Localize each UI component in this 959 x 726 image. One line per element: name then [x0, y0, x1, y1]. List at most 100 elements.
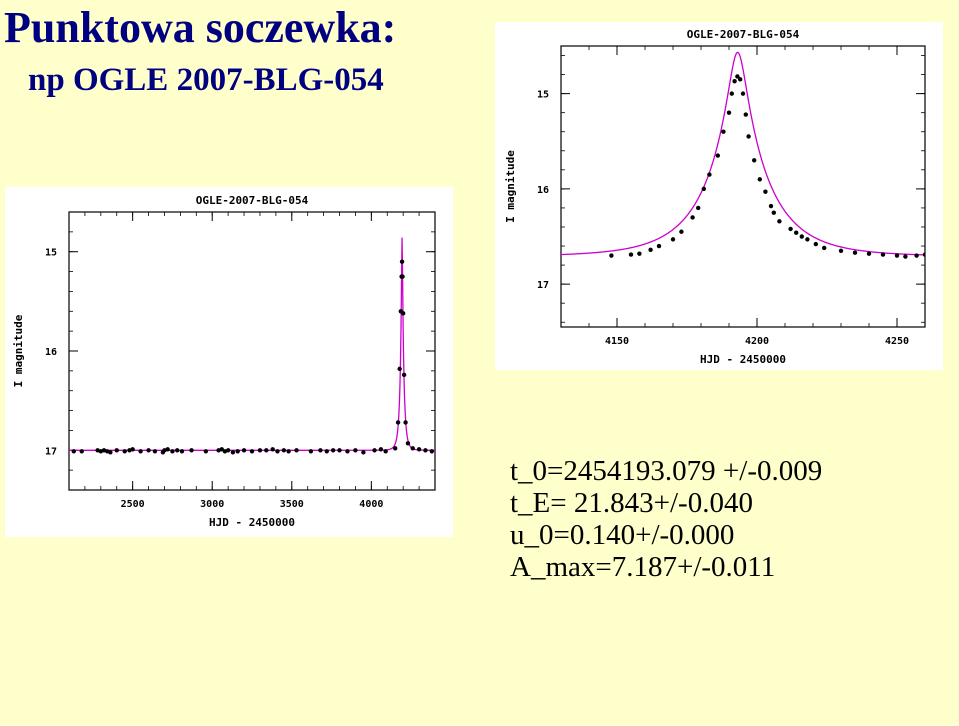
- model-curve: [561, 51, 925, 256]
- data-point: [822, 245, 827, 251]
- param-u0: u_0=0.140+/-0.000: [510, 519, 735, 551]
- data-point: [794, 230, 799, 235]
- data-point: [721, 129, 726, 134]
- data-point: [345, 449, 350, 454]
- data-point: [281, 448, 287, 453]
- data-point: [353, 448, 358, 453]
- data-point: [230, 450, 236, 455]
- param-amax: A_max=7.187+/-0.011: [510, 551, 776, 583]
- lightcurve-zoom-svg: OGLE-2007-BLG-054 4150 4200 4250 15 16 17 HJD -…: [504, 28, 926, 366]
- data-point: [361, 450, 366, 455]
- data-point: [175, 448, 180, 453]
- data-point: [397, 366, 402, 372]
- data-point: [235, 449, 240, 454]
- data-point: [763, 189, 768, 194]
- data-point: [249, 449, 255, 454]
- data-point: [757, 177, 762, 182]
- data-point: [405, 441, 411, 446]
- data-point: [637, 251, 642, 256]
- data-point: [788, 226, 793, 232]
- data-point: [324, 449, 329, 454]
- y-axis-label: I magnitude: [12, 314, 25, 387]
- data-point: [628, 252, 634, 257]
- data-point: [308, 449, 314, 454]
- data-point: [330, 448, 336, 453]
- data-point: [138, 449, 143, 454]
- data-point: [735, 74, 740, 79]
- data-point: [771, 210, 776, 215]
- chart-title: OGLE-2007-BLG-054: [196, 194, 309, 207]
- data-point: [679, 229, 684, 234]
- data-point: [701, 186, 706, 192]
- x-tick-label: 4250: [885, 336, 909, 347]
- data-point: [903, 254, 908, 259]
- data-point: [400, 274, 405, 279]
- data-point: [732, 79, 737, 84]
- data-point: [122, 449, 127, 454]
- data-point: [318, 448, 323, 453]
- data-point: [114, 448, 119, 453]
- y-tick-label: 17: [537, 280, 549, 291]
- data-point: [799, 234, 804, 239]
- data-point: [914, 253, 919, 258]
- data-point: [805, 237, 810, 242]
- y-tick-label: 16: [537, 185, 549, 196]
- x-axis-label: HJD - 2450000: [209, 516, 295, 529]
- data-point: [416, 447, 422, 452]
- data-point: [71, 449, 76, 454]
- data-point: [264, 448, 269, 453]
- data-point: [894, 253, 900, 258]
- data-point: [294, 448, 299, 453]
- x-tick-label: 3500: [280, 499, 304, 510]
- data-point: [746, 134, 751, 139]
- data-point: [383, 449, 388, 454]
- data-point: [275, 449, 280, 454]
- y-tick-label: 15: [537, 90, 549, 101]
- data-point: [270, 447, 275, 452]
- data-point: [922, 252, 925, 257]
- data-point: [170, 449, 175, 454]
- slide-subtitle: np OGLE 2007-BLG-054: [28, 62, 384, 98]
- x-tick-label: 3000: [200, 499, 224, 510]
- data-point: [880, 252, 886, 257]
- data-point: [715, 153, 720, 158]
- x-tick-label: 2500: [121, 499, 145, 510]
- data-point: [670, 237, 676, 242]
- data-point: [729, 91, 734, 96]
- data-point: [423, 448, 428, 453]
- y-tick-label: 15: [45, 248, 57, 259]
- data-point: [337, 448, 342, 453]
- x-tick-label: 4200: [745, 336, 769, 347]
- data-point: [403, 420, 408, 425]
- data-point: [726, 110, 732, 115]
- data-point: [130, 447, 135, 452]
- lightcurve-full-chart: OGLE-2007-BLG-054 2500 3000 3500 4000 15 16 17 H…: [5, 187, 453, 537]
- data-point: [707, 172, 712, 177]
- data-point: [395, 420, 401, 425]
- data-point: [241, 448, 247, 453]
- plot-frame: [560, 45, 926, 328]
- data-point: [189, 448, 194, 453]
- data-point: [813, 241, 818, 247]
- param-t0: t_0=2454193.079 +/-0.009: [510, 455, 823, 487]
- x-axis-label: HJD - 2450000: [700, 353, 786, 366]
- data-point: [400, 311, 406, 316]
- y-tick-label: 17: [45, 446, 57, 457]
- x-tick-label: 4000: [359, 499, 383, 510]
- data-point: [866, 251, 872, 256]
- data-point: [286, 449, 291, 454]
- data-point: [852, 250, 858, 255]
- data-point: [79, 449, 84, 454]
- data-point: [152, 449, 158, 454]
- data-point: [165, 447, 170, 452]
- data-point: [410, 446, 415, 451]
- data-point: [399, 259, 405, 264]
- data-point: [393, 446, 398, 451]
- data-point: [225, 448, 231, 453]
- y-tick-label: 16: [45, 347, 57, 358]
- data-point: [690, 215, 695, 220]
- data-point: [740, 91, 746, 96]
- data-point: [768, 203, 774, 209]
- data-point: [372, 448, 377, 453]
- data-point: [648, 247, 653, 253]
